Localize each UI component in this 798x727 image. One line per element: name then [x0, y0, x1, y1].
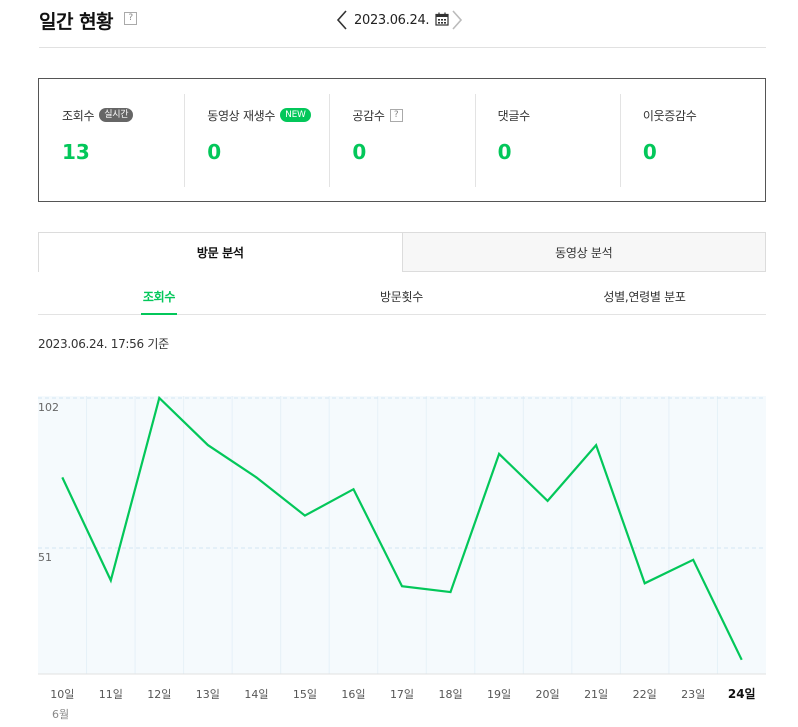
plot-area	[38, 396, 766, 674]
next-date-button[interactable]	[449, 8, 465, 32]
header-divider	[39, 47, 766, 48]
prev-date-button[interactable]	[334, 8, 350, 32]
calendar-icon	[435, 12, 449, 26]
x-tick-label: 10일	[50, 687, 74, 701]
x-tick-label: 20일	[536, 687, 560, 701]
x-tick-label: 17일	[390, 687, 414, 701]
help-icon[interactable]: ?	[124, 12, 137, 25]
analysis-tabs: 방문 분석 동영상 분석	[38, 232, 766, 272]
chevron-right-icon	[452, 10, 463, 30]
x-tick-label: 22일	[633, 687, 657, 701]
stat-label: 동영상 재생수	[207, 108, 276, 123]
page-title-text: 일간 현황	[39, 11, 114, 33]
x-tick-label: 24일	[728, 687, 756, 701]
x-tick-label: 14일	[244, 687, 268, 701]
realtime-badge: 실시간	[99, 108, 134, 122]
current-date: 2023.06.24.	[354, 12, 430, 28]
new-badge: NEW	[280, 108, 311, 122]
x-tick-label: 16일	[341, 687, 365, 701]
stat-label: 공감수	[352, 108, 385, 123]
x-tick-label: 18일	[438, 687, 462, 701]
stat-neighbors: 이웃증감수 0	[619, 79, 765, 201]
subtab-views[interactable]: 조회수	[38, 279, 280, 314]
subtab-visits[interactable]: 방문횟수	[380, 290, 423, 304]
stat-video-plays-label-row: 동영상 재생수 NEW	[207, 107, 329, 123]
stat-views: 조회수 실시간 13	[39, 79, 184, 201]
stat-value: 0	[352, 140, 367, 164]
data-basis-time: 2023.06.24. 17:56 기준	[38, 337, 169, 351]
chart-svg: 102 51 10일 11일 12일 13일 14일 15일 16일 17일 18일 19일 20일 21…	[38, 395, 766, 721]
series-line	[61, 395, 743, 661]
stat-label: 댓글수	[497, 108, 531, 123]
date-navigator: 2023.06.24.	[334, 8, 465, 32]
stat-comments: 댓글수 0	[474, 79, 620, 201]
x-tick-label: 12일	[147, 687, 171, 701]
month-label: 6월	[52, 708, 69, 721]
page-title: 일간 현황 ?	[39, 7, 137, 34]
x-tick-label: 11일	[99, 687, 123, 701]
subtab-gender-age[interactable]: 성별,연령별 분포	[603, 290, 686, 304]
stat-video-plays: 동영상 재생수 NEW 0	[184, 79, 329, 201]
y-tick-label: 51	[38, 551, 52, 564]
stat-label: 조회수	[62, 108, 95, 123]
stat-label: 이웃증감수	[642, 108, 697, 123]
stat-value: 0	[207, 140, 222, 164]
tab-visit-analysis[interactable]: 방문 분석	[39, 233, 402, 272]
views-line-chart: 102 51 10일 11일 12일 13일 14일 15일 16일 17일 18일 19일 20일 21…	[0, 380, 798, 727]
x-tick-label: 23일	[681, 687, 705, 701]
chevron-left-icon	[336, 10, 347, 30]
calendar-button[interactable]	[435, 11, 449, 30]
x-tick-label: 21일	[584, 687, 608, 701]
stat-value: 13	[62, 140, 90, 164]
stat-comments-label-row: 댓글수	[498, 107, 620, 123]
stats-summary: 조회수 실시간 13 동영상 재생수 NEW 0 공감수 ? 0 댓글수 0 이…	[38, 78, 766, 202]
x-tick-label: 15일	[293, 687, 317, 701]
x-tick-label: 19일	[487, 687, 511, 701]
stat-neighbors-label-row: 이웃증감수	[643, 107, 765, 123]
stat-likes-label-row: 공감수 ?	[352, 107, 474, 123]
stat-value: 0	[642, 140, 657, 164]
y-tick-label: 102	[38, 401, 59, 414]
stat-likes: 공감수 ? 0	[329, 79, 474, 201]
tab-video-analysis[interactable]: 동영상 분석	[401, 233, 765, 271]
x-tick-label: 13일	[196, 687, 220, 701]
stat-views-label-row: 조회수 실시간	[62, 107, 184, 123]
metric-subtabs: 조회수 방문횟수 성별,연령별 분포	[38, 279, 766, 315]
help-icon[interactable]: ?	[389, 108, 403, 122]
stat-value: 0	[497, 140, 512, 164]
